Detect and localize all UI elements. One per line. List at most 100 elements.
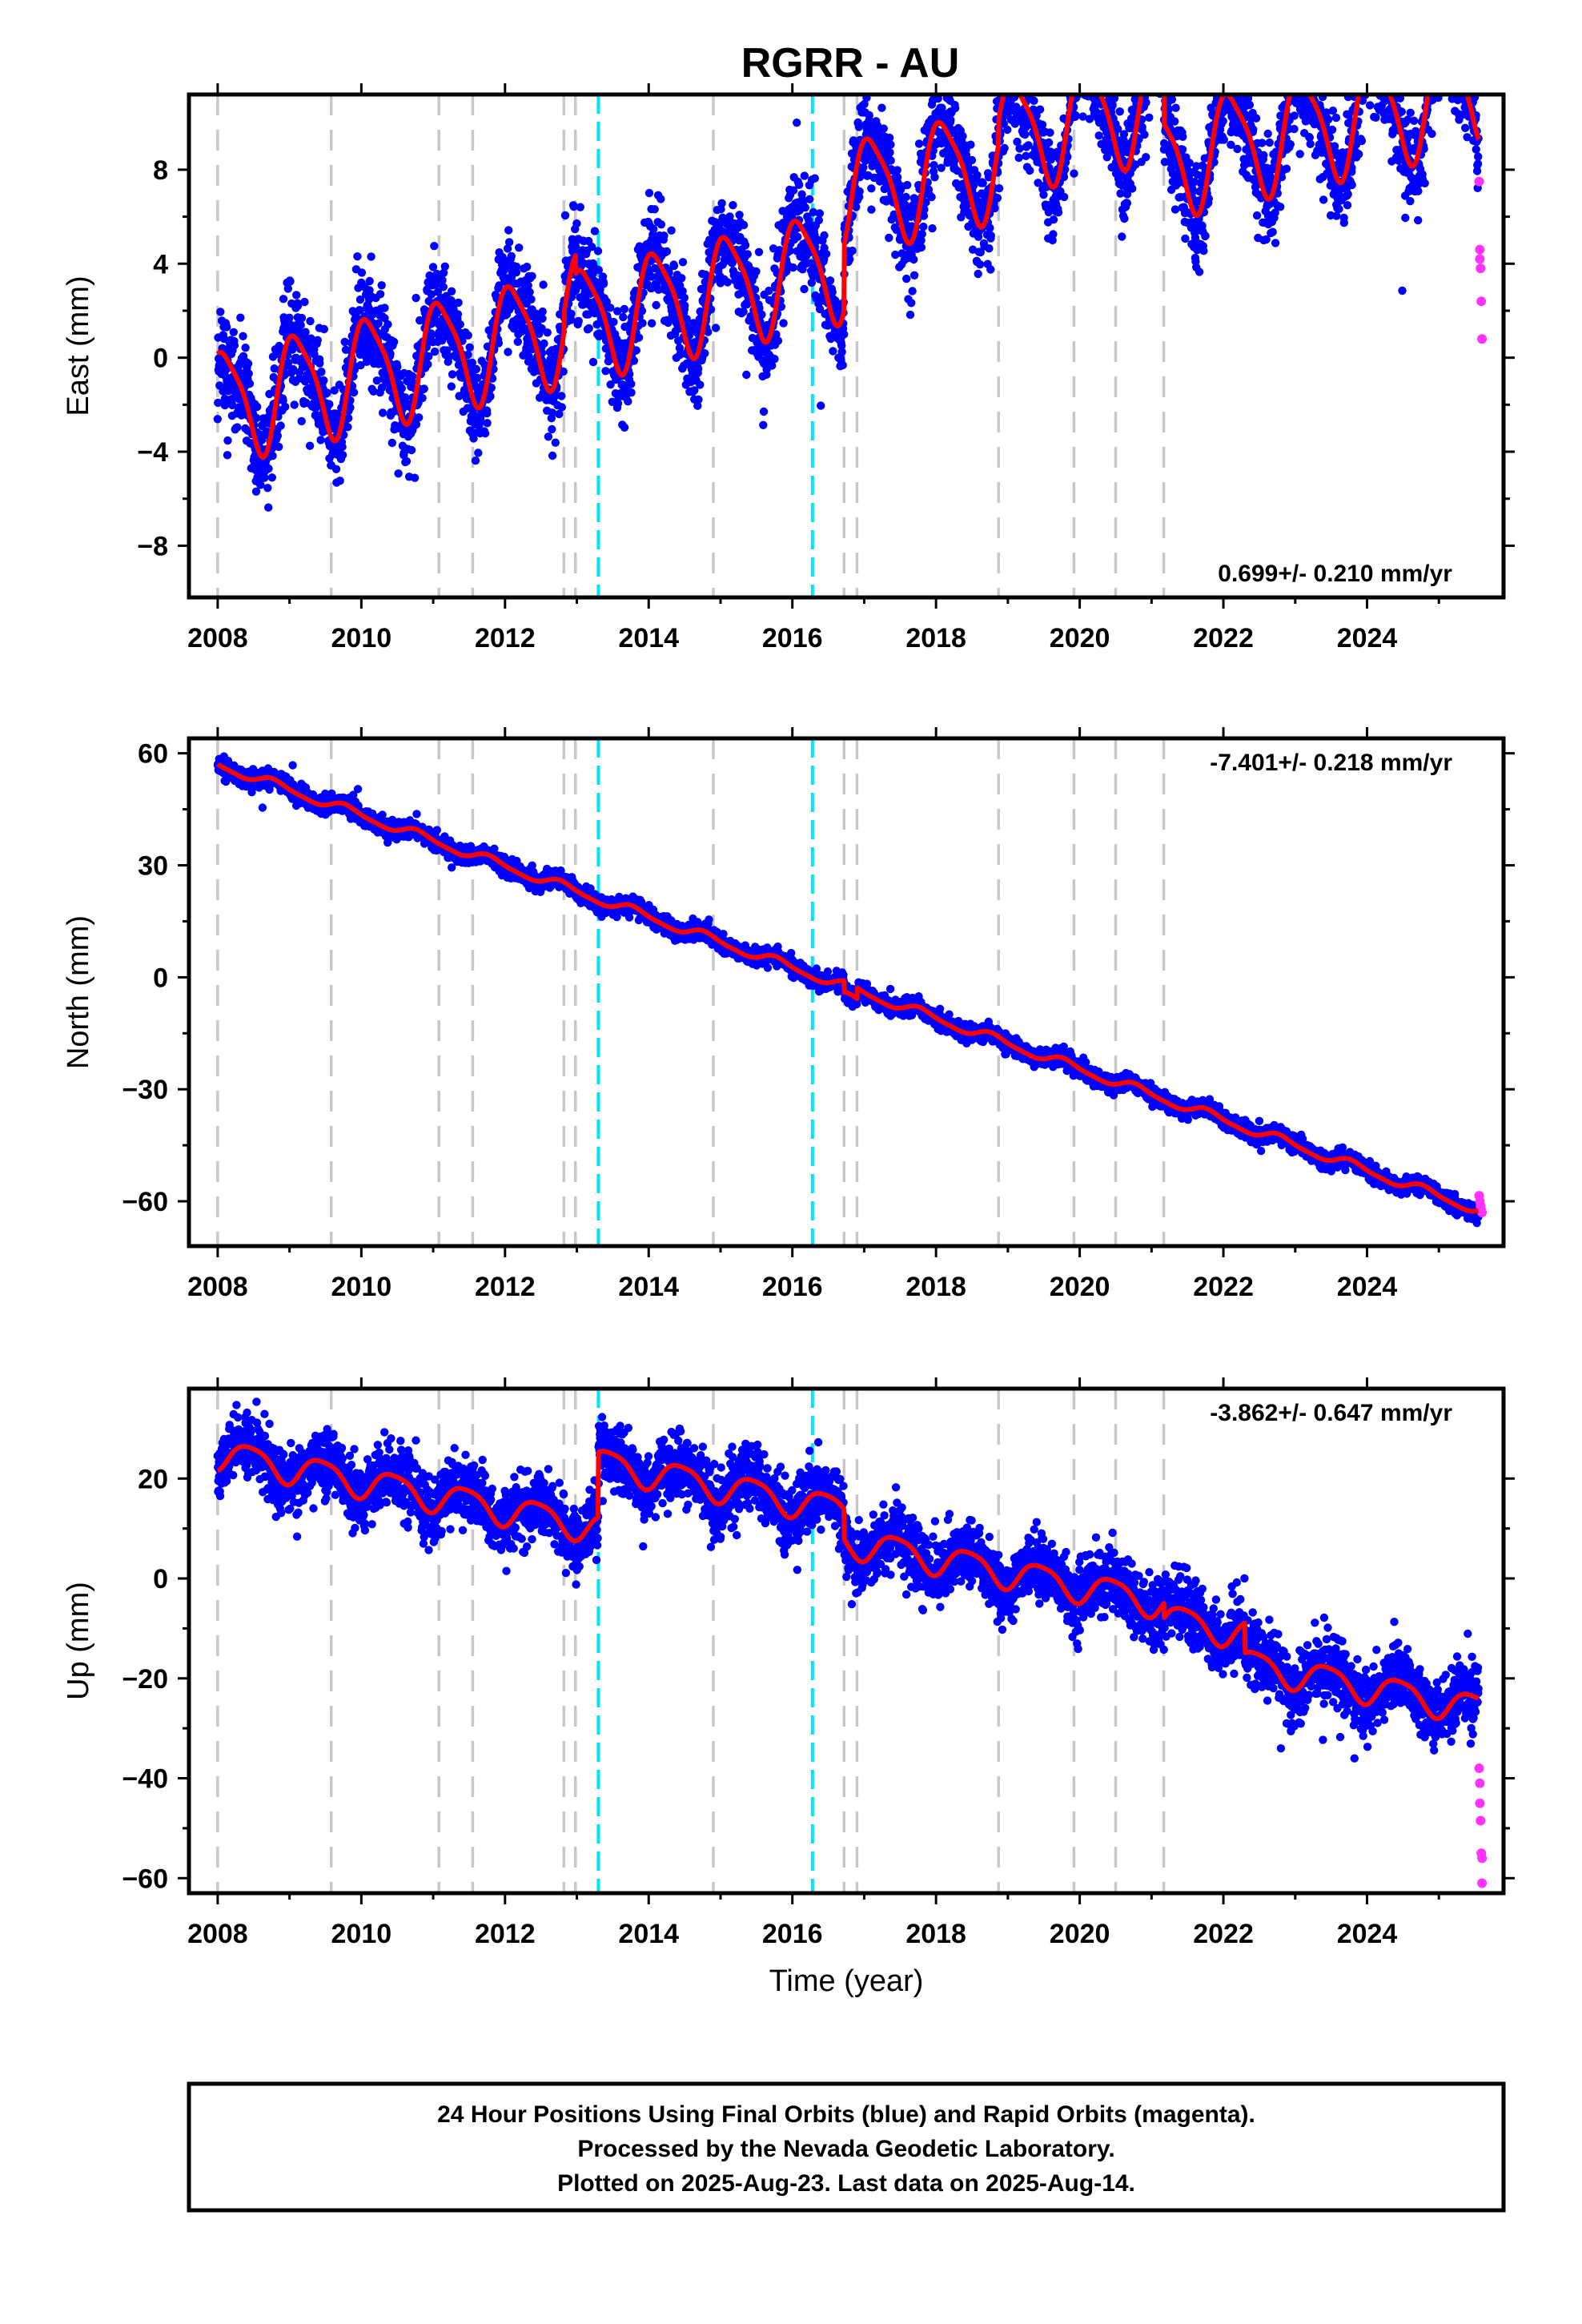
final-point	[620, 423, 629, 432]
final-point	[1381, 53, 1389, 61]
final-point	[343, 423, 352, 432]
final-point	[1089, 79, 1097, 87]
final-point	[660, 231, 669, 240]
final-point	[1224, 59, 1232, 67]
final-point	[1021, 74, 1029, 82]
final-point	[1010, 56, 1018, 64]
final-point	[1227, 84, 1235, 92]
final-point	[1156, 61, 1164, 69]
final-point	[1106, 70, 1114, 78]
final-point	[1070, 66, 1078, 74]
final-point	[759, 407, 769, 416]
final-point	[548, 424, 556, 434]
final-point	[1153, 48, 1161, 56]
final-point	[902, 274, 911, 283]
final-point	[1372, 66, 1380, 74]
final-point	[1286, 73, 1294, 81]
final-point	[524, 352, 533, 361]
final-point	[1369, 53, 1377, 61]
final-point	[408, 372, 417, 380]
final-point	[440, 262, 449, 271]
final-point	[453, 310, 463, 319]
final-point	[1178, 132, 1187, 141]
final-point	[805, 195, 814, 203]
final-point	[644, 188, 654, 198]
final-point	[1014, 78, 1022, 86]
final-point	[469, 434, 478, 443]
final-point	[316, 436, 325, 444]
final-point	[507, 251, 516, 261]
final-point	[1393, 69, 1401, 77]
final-point	[386, 349, 395, 358]
final-point	[1151, 36, 1159, 44]
final-point	[430, 347, 440, 356]
final-point	[346, 403, 355, 412]
final-point	[1299, 58, 1307, 66]
final-point	[402, 456, 412, 466]
final-point	[1214, 75, 1222, 83]
final-point	[1362, 69, 1370, 77]
final-point	[297, 313, 307, 323]
final-point	[1390, 81, 1398, 89]
final-point	[609, 317, 618, 327]
final-point	[1383, 58, 1391, 66]
final-point	[1150, 66, 1158, 74]
final-point	[1030, 96, 1038, 105]
final-point	[1029, 84, 1037, 92]
final-point	[1301, 79, 1309, 87]
final-point	[1014, 47, 1022, 55]
final-point	[903, 180, 912, 190]
final-point	[1221, 42, 1229, 50]
final-point	[1358, 80, 1366, 88]
final-point	[1006, 82, 1014, 90]
final-point	[1297, 82, 1305, 90]
final-point	[233, 423, 242, 432]
final-point	[1271, 239, 1280, 247]
final-point	[1136, 83, 1144, 91]
final-point	[438, 275, 447, 285]
final-point	[1290, 111, 1299, 120]
final-point	[1306, 139, 1315, 148]
final-point	[1010, 78, 1018, 86]
final-point	[1086, 66, 1094, 74]
final-point	[1315, 75, 1323, 83]
final-point	[1142, 54, 1150, 62]
final-point	[1155, 58, 1163, 66]
final-point	[1150, 29, 1158, 37]
final-point	[515, 243, 524, 252]
final-point	[1039, 191, 1048, 199]
final-point	[1265, 138, 1275, 147]
final-point	[1288, 78, 1296, 86]
final-point	[662, 247, 672, 256]
final-point	[1086, 52, 1094, 60]
final-point	[1370, 57, 1378, 65]
final-point	[1377, 62, 1385, 70]
final-point	[1293, 70, 1301, 78]
final-point	[1086, 49, 1094, 57]
final-point	[1361, 44, 1369, 52]
final-point	[1025, 48, 1033, 56]
final-point	[1357, 74, 1365, 82]
final-point	[1363, 69, 1371, 77]
final-point	[216, 308, 225, 316]
final-point	[1219, 135, 1229, 144]
final-point	[1079, 57, 1087, 65]
final-point	[1377, 63, 1385, 71]
final-point	[1158, 62, 1166, 70]
final-point	[214, 398, 223, 408]
final-point	[1004, 86, 1012, 94]
final-point	[928, 224, 937, 233]
final-point	[1279, 79, 1287, 87]
final-point	[387, 438, 396, 448]
final-point	[1088, 85, 1096, 93]
final-point	[1359, 68, 1367, 76]
final-point	[1371, 70, 1379, 78]
final-point	[1170, 117, 1179, 126]
final-point	[1304, 85, 1312, 93]
final-point	[848, 246, 857, 255]
final-point	[1142, 74, 1150, 82]
final-point	[1002, 42, 1010, 50]
final-point	[1385, 78, 1393, 86]
final-point	[1075, 22, 1083, 30]
final-point	[1082, 48, 1090, 56]
